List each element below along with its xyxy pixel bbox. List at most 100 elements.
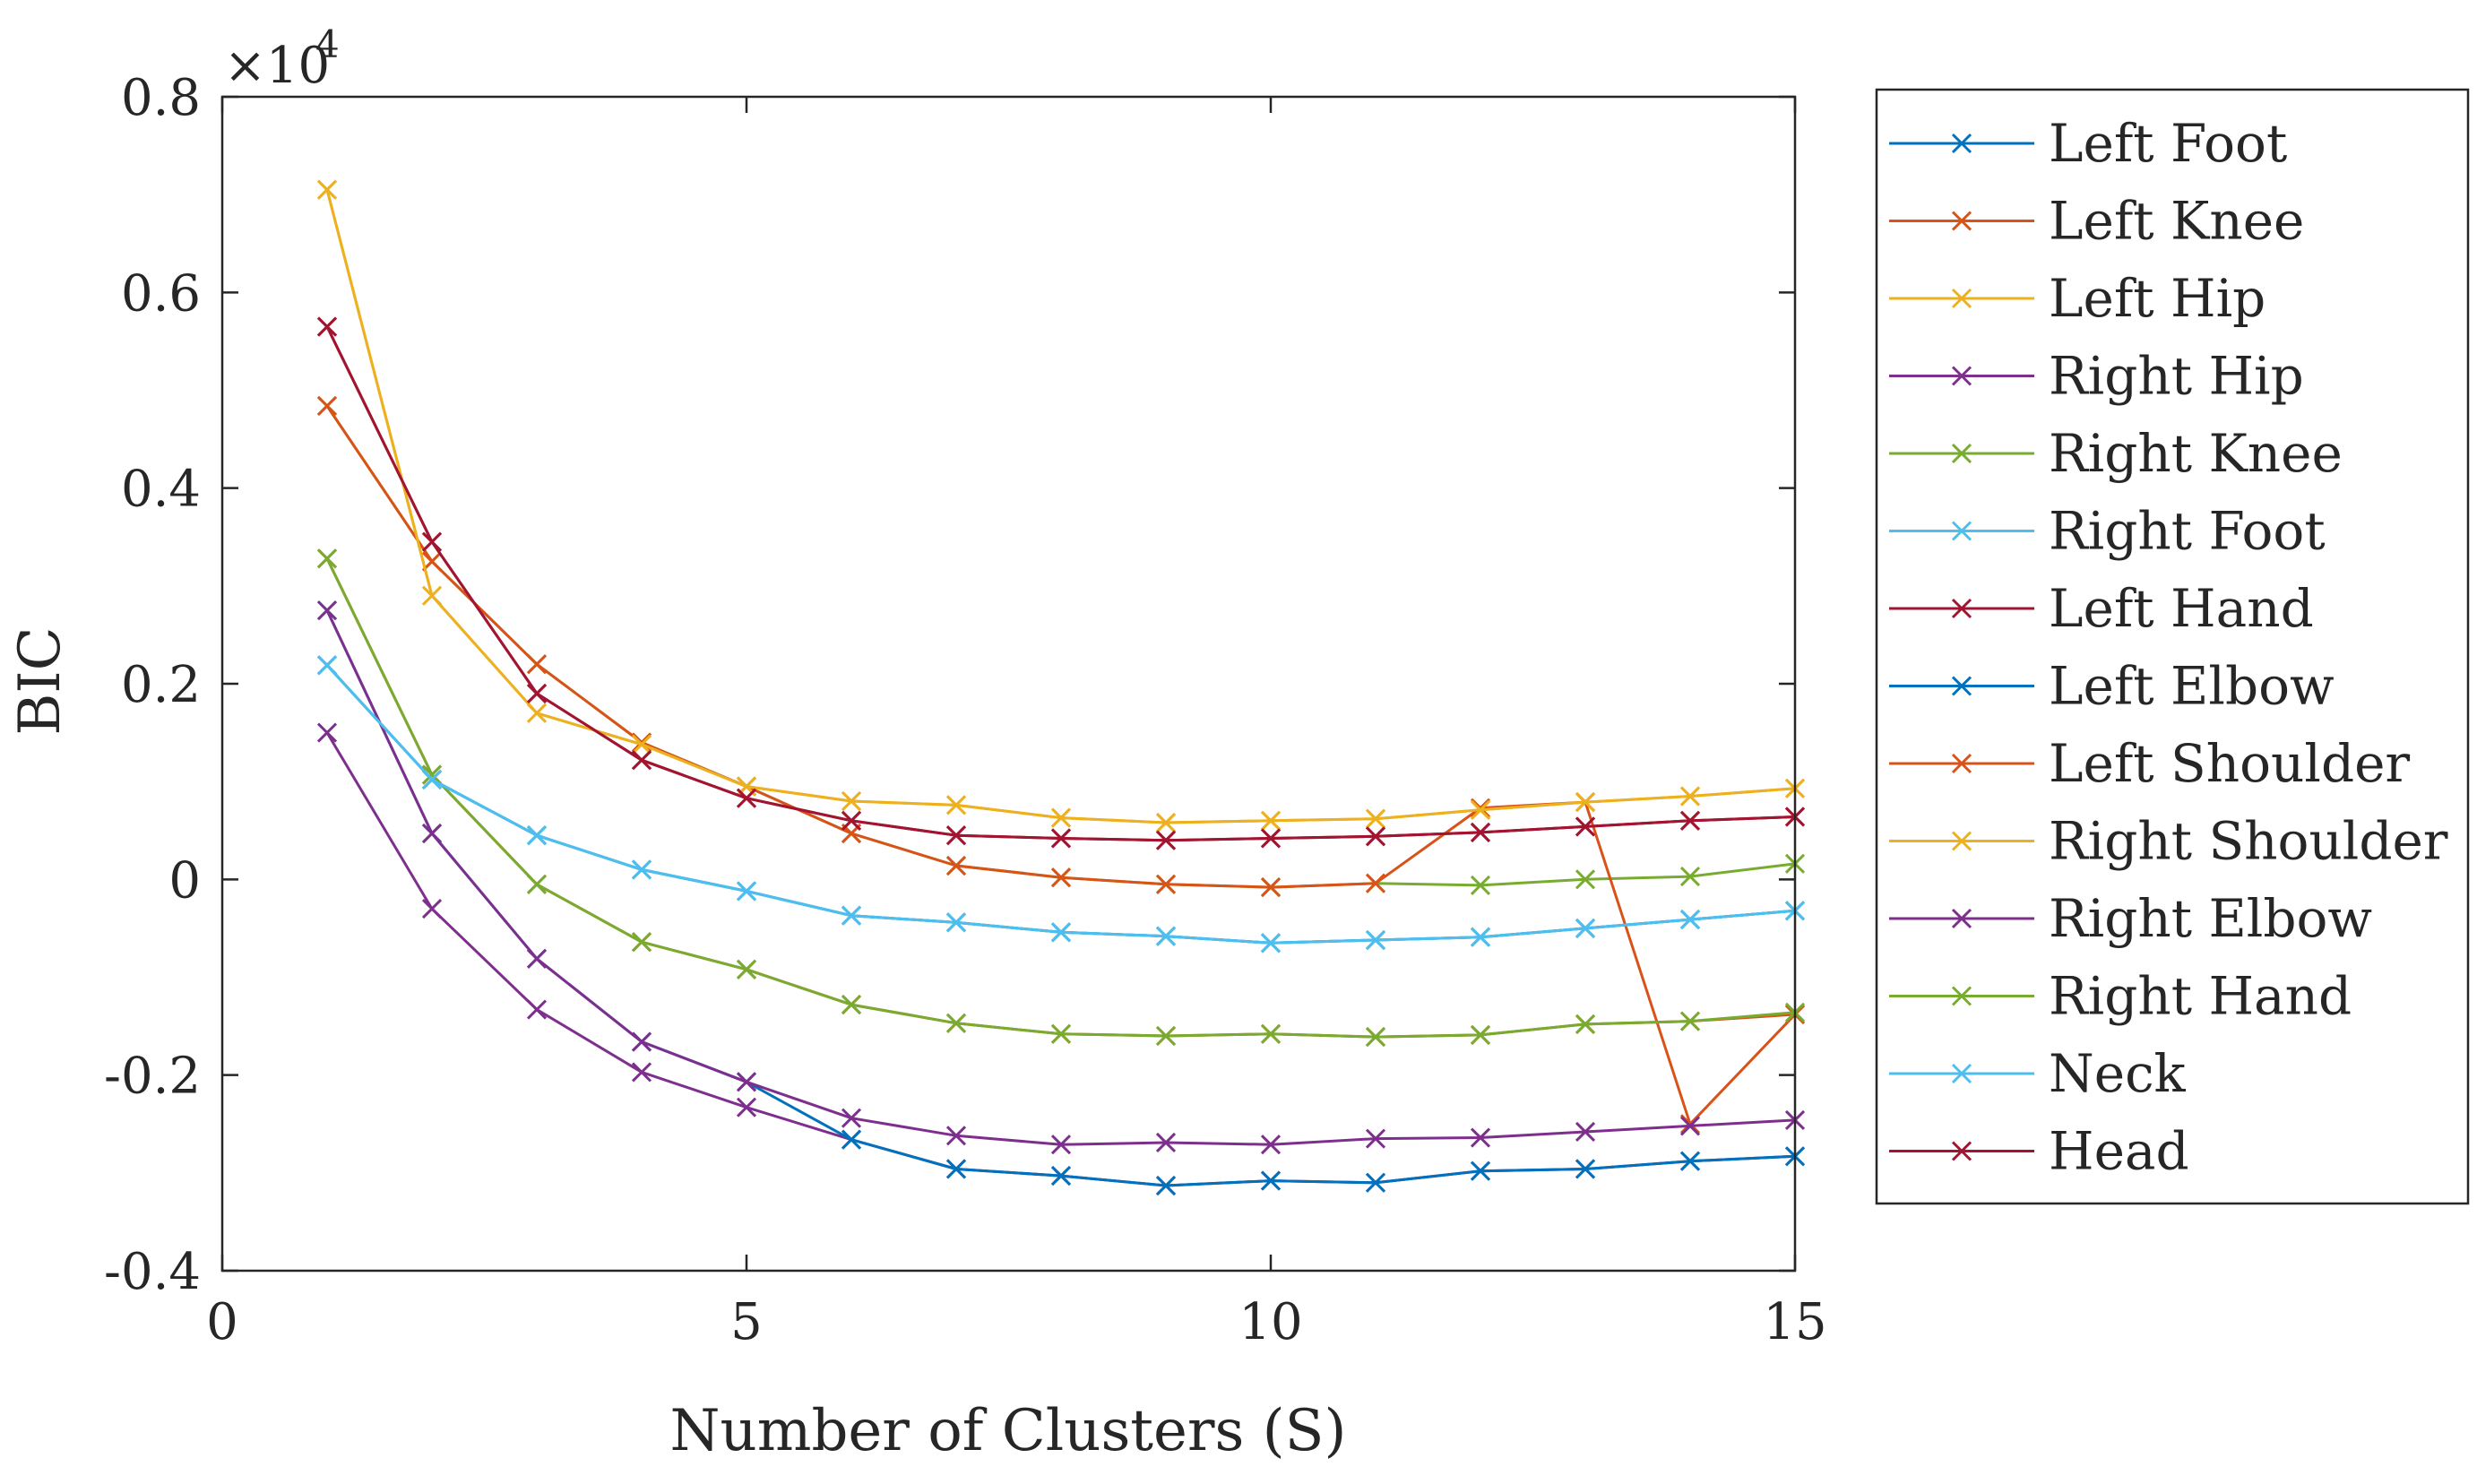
legend-entry: Neck [1889,1043,2187,1104]
legend-entry: Left Shoulder [1889,733,2410,794]
legend-label: Left Knee [2049,191,2304,252]
data-point-marker [736,881,757,902]
legend-entry: Head [1889,1121,2189,1182]
data-point-marker [316,722,338,743]
y-tick-label: 0.8 [121,69,201,127]
data-point-marker [841,995,862,1015]
legend-entry: Left Hip [1889,268,2266,329]
data-point-marker [1470,1127,1491,1148]
data-point-marker [1260,1170,1282,1191]
x-tick-label: 10 [1238,1293,1302,1351]
data-point-marker [1470,1024,1491,1045]
data-point-marker [631,859,652,880]
data-point-marker [1679,866,1701,887]
data-point-marker [1260,828,1282,849]
data-point-marker [631,734,652,755]
y-tick-label: 0 [168,851,201,910]
data-point-marker [631,1031,652,1052]
legend-swatch-marker [1951,521,1972,541]
y-multiplier-label: ×10 [224,37,330,95]
data-point-marker [1679,1114,1701,1135]
legend-label: Right Shoulder [2049,811,2448,872]
legend-swatch-marker [1951,1141,1972,1161]
legend-entry: Right Hip [1889,346,2304,407]
legend-box [1875,88,2470,1205]
data-point-marker [1365,873,1386,893]
data-point-marker [1365,826,1386,847]
legend-entry: Left Elbow [1889,656,2335,717]
legend-label: Neck [2049,1043,2187,1104]
data-point-marker [1050,828,1072,849]
x-tick-label: 15 [1763,1293,1826,1351]
legend-entry: Right Shoulder [1889,811,2448,872]
data-point-marker [1679,810,1701,831]
legend-entry: Right Elbow [1889,888,2372,949]
data-point-marker [841,1129,862,1150]
legend-swatch-marker [1951,133,1972,154]
data-point-marker [841,810,862,831]
y-tick-label: -0.4 [104,1243,201,1301]
data-point-marker [316,179,338,200]
data-point-marker [945,795,967,815]
data-point-marker [736,959,757,979]
legend-swatch-marker [1951,676,1972,696]
legend-entry: Left Hand [1889,578,2314,639]
legend-label: Left Foot [2049,113,2287,174]
data-point-marker [421,823,443,844]
legend-swatch-marker [1951,211,1972,231]
data-point-marker [1260,810,1282,831]
data-point-marker [631,750,652,771]
data-point-marker [1260,877,1282,898]
series-right-shoulder [316,179,1806,833]
data-point-marker [1470,875,1491,895]
data-point-marker [736,1072,757,1092]
data-point-marker [1470,798,1491,818]
data-point-marker [631,932,652,953]
legend-swatch-marker [1951,288,1972,309]
series-right-elbow [316,600,1806,1155]
legend-label: Right Hip [2049,346,2304,407]
data-point-marker [945,825,967,846]
data-point-marker [1365,1027,1386,1048]
data-point-marker [1365,929,1386,951]
data-point-marker [1575,816,1596,837]
data-point-marker [631,1062,652,1083]
legend-label: Right Foot [2049,501,2326,562]
data-point-marker [1260,1135,1282,1155]
data-point-marker [1155,874,1177,894]
data-point-marker [1679,910,1701,930]
legend-entry: Left Knee [1889,191,2304,252]
data-point-marker [1365,1172,1386,1193]
data-point-marker [1575,1121,1596,1143]
data-point-marker [736,788,757,808]
legend-label: Left Elbow [2049,656,2335,717]
legend-swatch-marker [1951,831,1972,851]
legend-swatch-marker [1951,443,1972,464]
data-point-marker [1575,918,1596,938]
legend-entry: Left Foot [1889,113,2287,174]
data-point-marker [1679,1116,1701,1136]
legend-label: Left Hip [2049,268,2266,329]
series-head [316,316,1806,850]
data-point-marker [1260,1023,1282,1044]
data-point-marker [316,600,338,621]
data-point-marker [1470,1160,1491,1181]
data-point-marker [526,654,548,675]
legend-label: Right Knee [2049,423,2343,484]
x-tick-label: 0 [206,1293,238,1351]
y-tick-label: 0.6 [121,264,201,323]
data-point-marker [316,655,338,676]
legend-entry: Right Hand [1889,966,2352,1027]
legend-swatch-marker [1951,598,1972,619]
data-point-marker [316,316,338,337]
data-point-marker [526,825,548,846]
legend-label: Right Elbow [2049,888,2372,949]
legend-swatch-marker [1951,986,1972,1006]
y-axis-title: BIC [7,626,73,735]
data-point-marker [1050,1023,1072,1044]
data-point-marker [1365,808,1386,829]
data-point-marker [1260,933,1282,953]
data-point-marker [1365,1128,1386,1149]
data-point-marker [1679,1151,1701,1171]
